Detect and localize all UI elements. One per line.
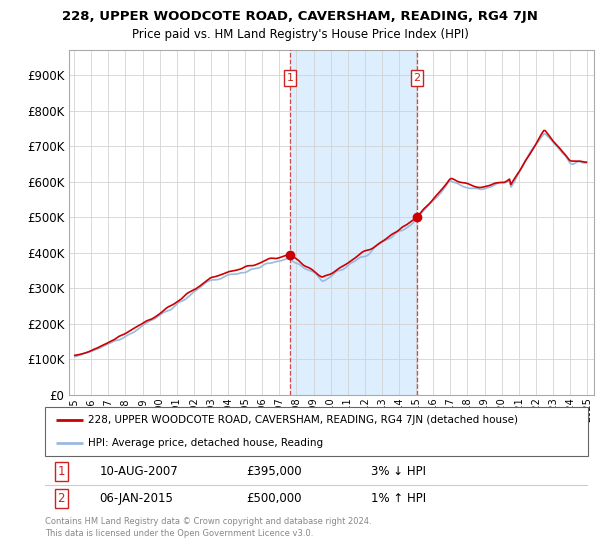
Text: 1% ↑ HPI: 1% ↑ HPI [371, 492, 426, 505]
Text: 228, UPPER WOODCOTE ROAD, CAVERSHAM, READING, RG4 7JN (detached house): 228, UPPER WOODCOTE ROAD, CAVERSHAM, REA… [88, 416, 518, 426]
Text: £395,000: £395,000 [246, 465, 302, 478]
Text: 10-AUG-2007: 10-AUG-2007 [100, 465, 178, 478]
Bar [290, 50, 417, 395]
Text: HPI: Average price, detached house, Reading: HPI: Average price, detached house, Read… [88, 438, 323, 448]
Text: 2: 2 [413, 73, 421, 83]
Text: 2: 2 [58, 492, 65, 505]
Text: 1: 1 [287, 73, 293, 83]
Text: Contains HM Land Registry data © Crown copyright and database right 2024.
This d: Contains HM Land Registry data © Crown c… [45, 517, 371, 538]
Text: 228, UPPER WOODCOTE ROAD, CAVERSHAM, READING, RG4 7JN: 228, UPPER WOODCOTE ROAD, CAVERSHAM, REA… [62, 10, 538, 23]
Text: £500,000: £500,000 [246, 492, 301, 505]
Text: 3% ↓ HPI: 3% ↓ HPI [371, 465, 426, 478]
Text: 1: 1 [58, 465, 65, 478]
Text: 06-JAN-2015: 06-JAN-2015 [100, 492, 173, 505]
Text: Price paid vs. HM Land Registry's House Price Index (HPI): Price paid vs. HM Land Registry's House … [131, 28, 469, 41]
